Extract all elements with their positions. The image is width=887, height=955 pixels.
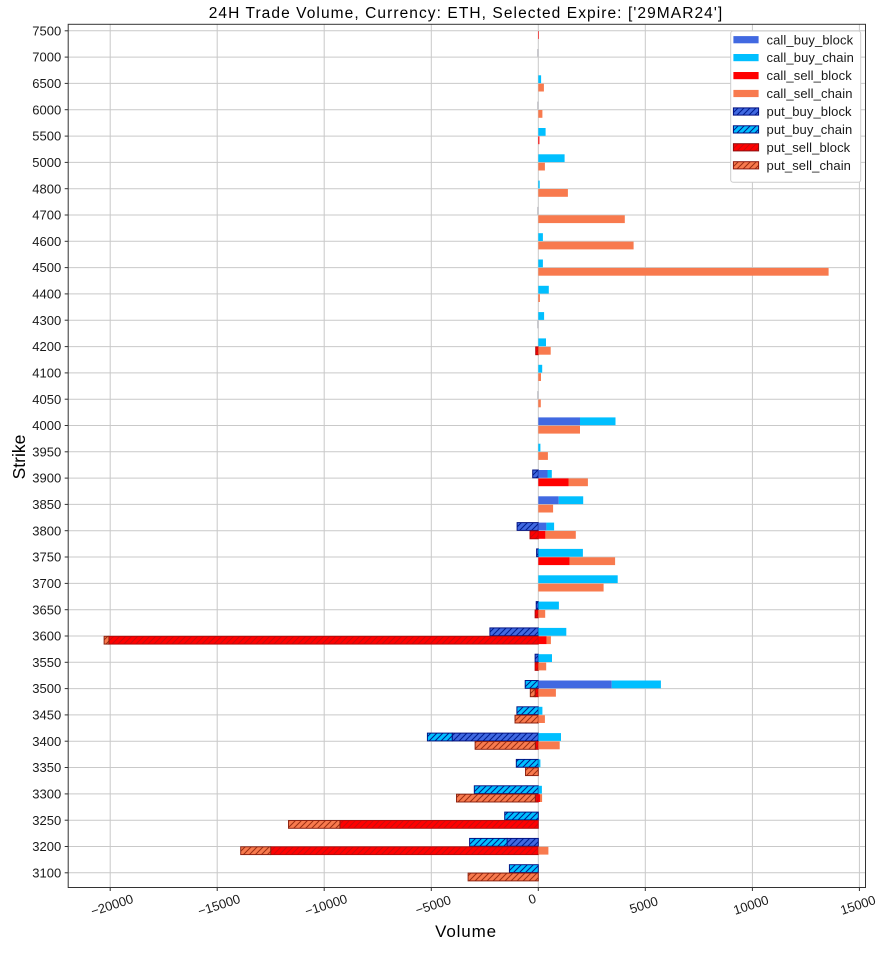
svg-text:3300: 3300: [32, 787, 61, 802]
svg-text:4000: 4000: [32, 418, 61, 433]
svg-text:Strike: Strike: [9, 435, 29, 480]
svg-text:3950: 3950: [32, 444, 61, 459]
svg-text:call_buy_block: call_buy_block: [767, 32, 854, 47]
svg-text:3750: 3750: [32, 550, 61, 565]
svg-text:4200: 4200: [32, 339, 61, 354]
svg-text:3550: 3550: [32, 655, 61, 670]
svg-text:5000: 5000: [32, 155, 61, 170]
svg-text:24H Trade Volume, Currency: ET: 24H Trade Volume, Currency: ETH, Selecte…: [209, 5, 724, 22]
svg-text:3100: 3100: [32, 865, 61, 880]
svg-text:4500: 4500: [32, 260, 61, 275]
svg-text:3600: 3600: [32, 629, 61, 644]
svg-text:4700: 4700: [32, 208, 61, 223]
svg-text:3800: 3800: [32, 523, 61, 538]
svg-text:put_sell_chain: put_sell_chain: [767, 158, 852, 173]
svg-text:3850: 3850: [32, 497, 61, 512]
svg-text:call_buy_chain: call_buy_chain: [767, 50, 854, 65]
svg-text:4300: 4300: [32, 313, 61, 328]
svg-text:6500: 6500: [32, 76, 61, 91]
svg-text:Volume: Volume: [435, 922, 497, 941]
svg-text:3350: 3350: [32, 760, 61, 775]
svg-text:call_sell_block: call_sell_block: [767, 68, 853, 83]
svg-text:3700: 3700: [32, 576, 61, 591]
svg-text:call_sell_chain: call_sell_chain: [767, 86, 853, 101]
svg-text:4400: 4400: [32, 287, 61, 302]
svg-text:3200: 3200: [32, 839, 61, 854]
svg-text:3900: 3900: [32, 471, 61, 486]
svg-text:3450: 3450: [32, 708, 61, 723]
svg-text:4800: 4800: [32, 181, 61, 196]
svg-text:3250: 3250: [32, 813, 61, 828]
svg-text:4600: 4600: [32, 234, 61, 249]
svg-text:3650: 3650: [32, 602, 61, 617]
svg-text:3500: 3500: [32, 681, 61, 696]
svg-text:4050: 4050: [32, 392, 61, 407]
svg-text:put_sell_block: put_sell_block: [767, 140, 851, 155]
svg-text:put_buy_block: put_buy_block: [767, 104, 853, 119]
svg-text:3400: 3400: [32, 734, 61, 749]
svg-text:4100: 4100: [32, 366, 61, 381]
svg-text:7500: 7500: [32, 23, 61, 38]
svg-text:5500: 5500: [32, 129, 61, 144]
svg-text:7000: 7000: [32, 50, 61, 65]
svg-text:put_buy_chain: put_buy_chain: [767, 122, 853, 137]
svg-text:0: 0: [526, 891, 538, 908]
svg-text:6000: 6000: [32, 102, 61, 117]
